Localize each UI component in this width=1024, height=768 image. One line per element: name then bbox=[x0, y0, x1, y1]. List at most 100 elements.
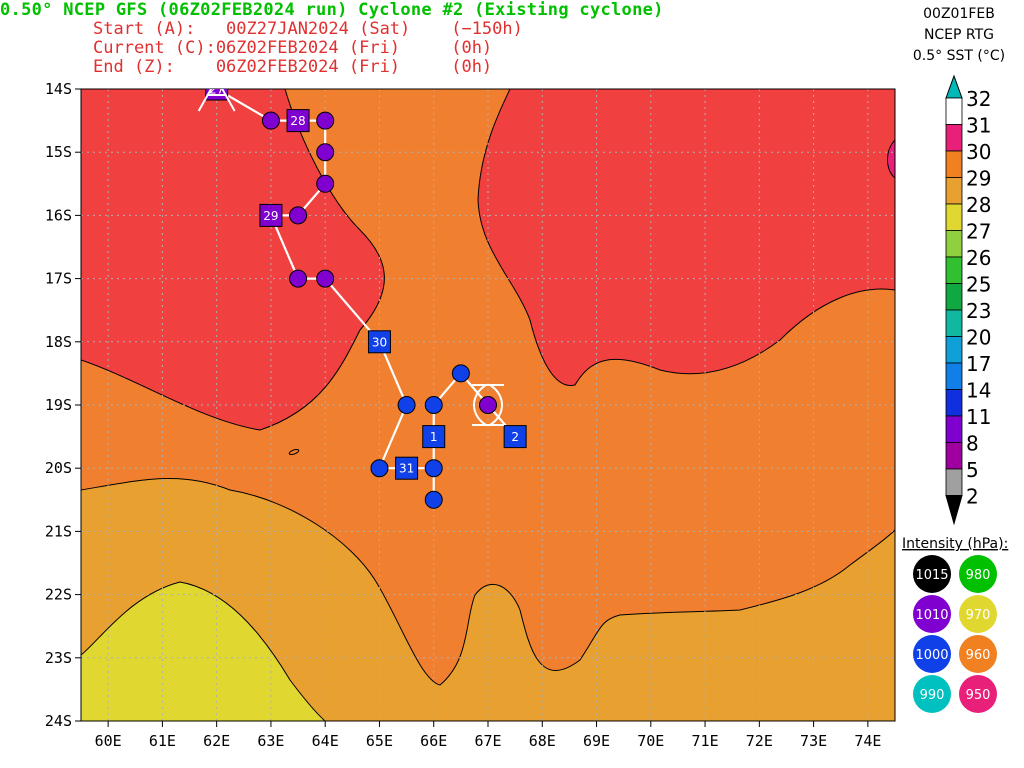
colorbar-segment bbox=[945, 230, 963, 258]
intensity-label: 950 bbox=[966, 688, 991, 703]
lon-tick-label: 68E bbox=[529, 732, 556, 750]
colorbar-segment bbox=[945, 97, 963, 125]
track-day-marker bbox=[286, 109, 310, 133]
sst-field bbox=[81, 89, 895, 721]
colorbar-label: 32 bbox=[966, 87, 991, 111]
lon-tick-label: 62E bbox=[203, 732, 230, 750]
lon-tick-label: 65E bbox=[366, 732, 393, 750]
intensity-swatch bbox=[959, 635, 997, 673]
track-day-marker bbox=[422, 425, 446, 449]
track-point-circle bbox=[289, 269, 308, 288]
lat-tick-label: 16S bbox=[45, 206, 72, 224]
track-day-label: 1 bbox=[430, 430, 438, 444]
lon-tick-label: 67E bbox=[474, 732, 501, 750]
start-position-symbol bbox=[197, 89, 236, 112]
track-point-circle bbox=[424, 490, 443, 509]
track-day-label: 27 bbox=[209, 83, 224, 97]
sst-date-label: 00Z01FEB bbox=[923, 6, 995, 22]
track-point-circle bbox=[316, 269, 335, 288]
colorbar-top-arrow bbox=[945, 74, 963, 99]
sst-yellow-region bbox=[81, 581, 326, 721]
sst-product-label: 0.5° SST (°C) bbox=[912, 48, 1006, 64]
lon-tick-label: 60E bbox=[95, 732, 122, 750]
colorbar-label: 25 bbox=[966, 273, 991, 297]
track-day-label: 2 bbox=[511, 430, 519, 444]
colorbar-segment bbox=[945, 362, 963, 390]
colorbar-segment bbox=[945, 256, 963, 284]
map-gridlines bbox=[81, 89, 895, 721]
colorbar-segment bbox=[945, 468, 963, 496]
track-point-circle bbox=[316, 111, 335, 130]
lat-tick-label: 21S bbox=[45, 522, 72, 540]
colorbar-segment bbox=[945, 442, 963, 470]
intensity-label: 1010 bbox=[915, 608, 948, 623]
track-point-circle bbox=[370, 459, 389, 478]
track-day-marker bbox=[503, 425, 527, 449]
intensity-label: 1015 bbox=[915, 568, 948, 583]
track-day-marker bbox=[395, 456, 419, 480]
current-position-symbol bbox=[472, 384, 504, 426]
colorbar-segment bbox=[945, 124, 963, 152]
colorbar-label: 2 bbox=[966, 485, 979, 509]
intensity-legend-title: Intensity (hPa): bbox=[902, 536, 1008, 552]
track-day-label: 28 bbox=[290, 114, 305, 128]
lon-tick-label: 66E bbox=[420, 732, 447, 750]
lat-tick-label: 24S bbox=[45, 712, 72, 730]
track-day-label: 29 bbox=[263, 209, 278, 223]
intensity-swatch bbox=[959, 555, 997, 593]
colorbar-segment bbox=[945, 150, 963, 178]
intensity-label: 1000 bbox=[915, 648, 948, 663]
island-outline bbox=[288, 448, 300, 456]
track-point-circle bbox=[397, 396, 416, 414]
intensity-label: 960 bbox=[966, 648, 991, 663]
start-symbol-a bbox=[197, 89, 236, 112]
end-time-line: End (Z): 06Z02FEB2024 (Fri) (0h) bbox=[93, 57, 493, 77]
lon-tick-label: 70E bbox=[637, 732, 664, 750]
track-point-circle bbox=[289, 206, 308, 225]
lon-tick-label: 63E bbox=[257, 732, 284, 750]
lon-tick-label: 64E bbox=[312, 732, 339, 750]
colorbar-label: 14 bbox=[966, 379, 991, 403]
track-day-label: 30 bbox=[372, 335, 387, 349]
intensity-label: 990 bbox=[920, 688, 945, 703]
chart-title: 0.50° NCEP GFS (06Z02FEB2024 run) Cyclon… bbox=[0, 0, 664, 20]
intensity-label: 980 bbox=[966, 568, 991, 583]
colorbar-label: 30 bbox=[966, 140, 991, 164]
lon-tick-label: 61E bbox=[149, 732, 176, 750]
track-point-circle bbox=[424, 396, 443, 414]
colorbar-label: 27 bbox=[966, 220, 991, 244]
track-point-circle bbox=[479, 396, 497, 414]
lon-tick-label: 72E bbox=[746, 732, 773, 750]
colorbar-segment bbox=[945, 203, 963, 231]
lat-tick-label: 20S bbox=[45, 459, 72, 477]
colorbar-label: 31 bbox=[966, 114, 991, 138]
lat-tick-label: 22S bbox=[45, 586, 72, 604]
current-symbol-arc-left bbox=[473, 384, 487, 426]
cyclone-track-line bbox=[216, 89, 516, 500]
cyclone-track-markers: 27 28 29 30 31 1 2 bbox=[205, 83, 527, 509]
colorbar-segment bbox=[945, 336, 963, 364]
track-point-circle bbox=[424, 459, 443, 478]
colorbar-label: 8 bbox=[966, 432, 979, 456]
intensity-swatch bbox=[913, 555, 951, 593]
colorbar-segment bbox=[945, 309, 963, 337]
lat-tick-label: 18S bbox=[45, 333, 72, 351]
colorbar-label: 5 bbox=[966, 458, 979, 482]
colorbar-label: 11 bbox=[966, 405, 991, 429]
current-symbol-arc-right bbox=[489, 384, 503, 426]
sst-source-label: NCEP RTG bbox=[923, 27, 995, 43]
lon-tick-label: 74E bbox=[854, 732, 881, 750]
latitude-labels: 14S 15S 16S 17S 18S 19S 20S 21S 22S 23S 24S bbox=[45, 80, 81, 730]
colorbar-label: 23 bbox=[966, 299, 991, 323]
intensity-legend: Intensity (hPa): 1015 980 1010 970 1000 960 990… bbox=[902, 536, 1008, 713]
lon-tick-label: 69E bbox=[583, 732, 610, 750]
track-point-circle bbox=[316, 174, 335, 193]
intensity-label: 970 bbox=[966, 608, 991, 623]
sst-red-region-east bbox=[477, 89, 895, 386]
lon-tick-label: 73E bbox=[800, 732, 827, 750]
track-day-marker bbox=[367, 330, 391, 354]
colorbar-segment bbox=[945, 177, 963, 205]
current-time-line: Current (C):06Z02FEB2024 (Fri) (0h) bbox=[93, 38, 493, 58]
